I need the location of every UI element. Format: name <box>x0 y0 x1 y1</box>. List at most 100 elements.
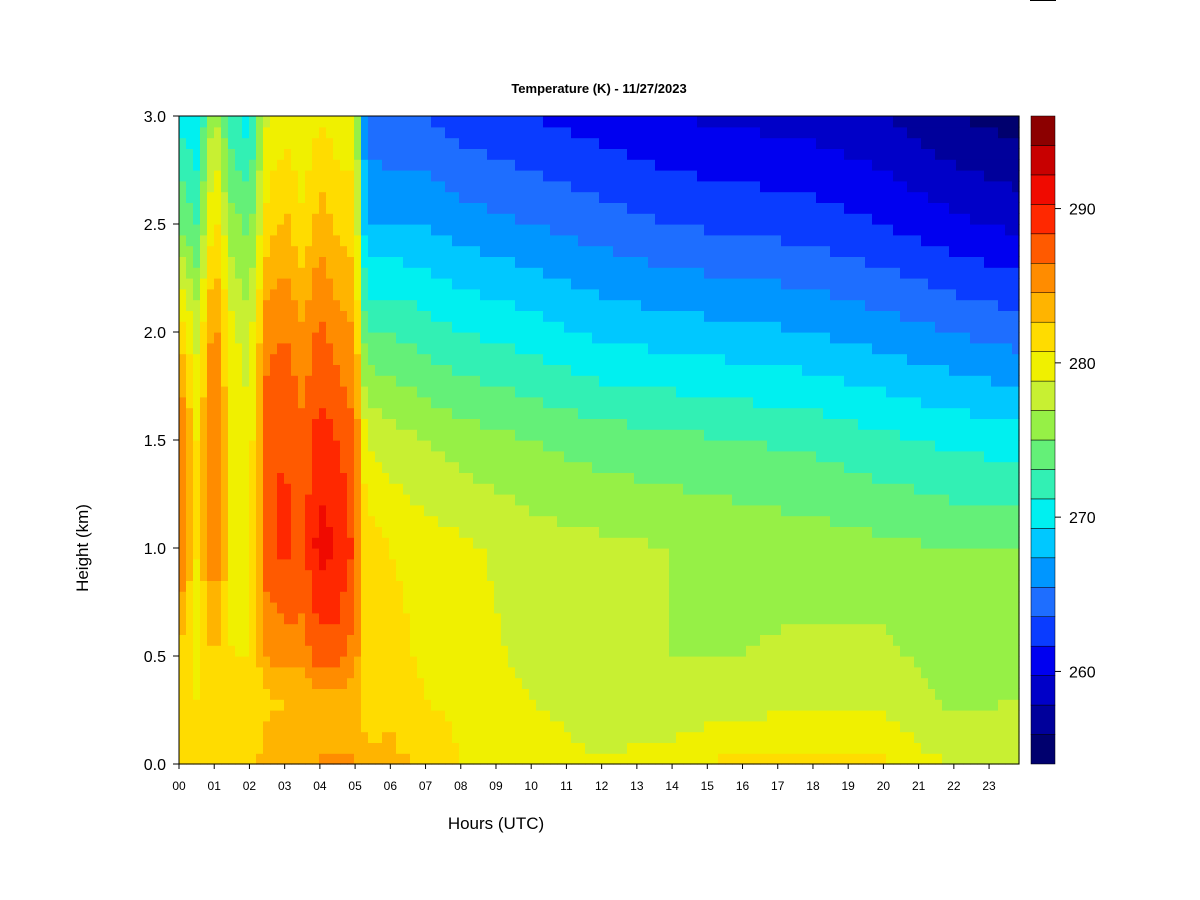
heatmap-cell <box>739 375 747 387</box>
heatmap-cell <box>522 634 530 646</box>
heatmap-cell <box>333 418 341 430</box>
heatmap-cell <box>207 375 215 387</box>
heatmap-cell <box>487 666 495 679</box>
heatmap-cell <box>200 645 208 657</box>
heatmap-cell <box>606 267 614 279</box>
heatmap-cell <box>620 699 628 711</box>
heatmap-cell <box>396 342 404 355</box>
heatmap-cell <box>690 558 698 571</box>
heatmap-cell <box>564 483 572 495</box>
heatmap-cell <box>403 742 411 754</box>
heatmap-cell <box>459 116 467 128</box>
heatmap-cell <box>571 386 579 398</box>
heatmap-cell <box>732 623 740 635</box>
heatmap-cell <box>214 526 222 538</box>
heatmap-cell <box>536 375 544 387</box>
heatmap-cell <box>494 548 502 560</box>
heatmap-cell <box>214 677 222 689</box>
heatmap-cell <box>529 580 537 592</box>
heatmap-cell <box>277 558 285 571</box>
heatmap-cell <box>606 710 614 722</box>
heatmap-cell <box>214 396 222 409</box>
heatmap-cell <box>697 753 705 765</box>
heatmap-cell <box>445 580 453 592</box>
heatmap-cell <box>256 148 264 160</box>
heatmap-cell <box>669 364 677 376</box>
heatmap-cell <box>732 688 740 700</box>
heatmap-cell <box>627 450 635 463</box>
heatmap-cell <box>529 548 537 560</box>
heatmap-cell <box>718 494 726 506</box>
heatmap-cell <box>319 126 327 139</box>
heatmap-cell <box>347 591 355 603</box>
heatmap-cell <box>305 742 313 754</box>
heatmap-cell <box>550 310 558 322</box>
heatmap-cell <box>501 245 509 257</box>
heatmap-cell <box>228 612 236 625</box>
heatmap-cell <box>746 278 754 290</box>
heatmap-cell <box>291 591 299 603</box>
heatmap-cell <box>543 191 551 203</box>
heatmap-cell <box>655 537 663 549</box>
heatmap-cell <box>431 299 439 311</box>
heatmap-cell <box>543 429 551 441</box>
heatmap-cell <box>697 137 705 149</box>
heatmap-cell <box>494 688 502 700</box>
heatmap-cell <box>473 245 481 257</box>
heatmap-cell <box>228 645 236 657</box>
heatmap-cell <box>389 461 397 473</box>
heatmap-cell <box>501 677 509 689</box>
heatmap-cell <box>732 569 740 581</box>
heatmap-cell <box>340 116 348 128</box>
heatmap-cell <box>361 666 369 679</box>
heatmap-cell <box>193 720 201 733</box>
heatmap-cell <box>333 256 341 268</box>
heatmap-cell <box>368 688 376 700</box>
heatmap-cell <box>697 537 705 549</box>
heatmap-cell <box>662 126 670 139</box>
heatmap-cell <box>368 515 376 527</box>
heatmap-cell <box>256 753 264 765</box>
heatmap-cell <box>242 299 250 311</box>
heatmap-cell <box>179 213 187 225</box>
heatmap-cell <box>382 483 390 495</box>
heatmap-cell <box>396 310 404 322</box>
heatmap-cell <box>669 267 677 279</box>
heatmap-cell <box>543 472 551 484</box>
heatmap-cell <box>487 450 495 463</box>
heatmap-cell <box>221 677 229 689</box>
heatmap-cell <box>305 472 313 484</box>
heatmap-cell <box>739 256 747 268</box>
heatmap-cell <box>305 256 313 268</box>
heatmap-cell <box>760 602 768 614</box>
heatmap-cell <box>291 731 299 743</box>
heatmap-cell <box>466 569 474 581</box>
heatmap-cell <box>298 504 306 517</box>
heatmap-cell <box>333 332 341 344</box>
heatmap-cell <box>242 634 250 646</box>
heatmap-cell <box>592 321 600 333</box>
heatmap-cell <box>718 202 726 214</box>
heatmap-cell <box>200 623 208 635</box>
heatmap-cell <box>613 494 621 506</box>
heatmap-cell <box>270 202 278 214</box>
heatmap-cell <box>522 396 530 409</box>
heatmap-cell <box>634 170 642 182</box>
heatmap-cell <box>564 656 572 668</box>
heatmap-cell <box>606 386 614 398</box>
heatmap-cell <box>669 299 677 311</box>
heatmap-cell <box>256 720 264 733</box>
heatmap-cell <box>382 731 390 743</box>
heatmap-cell <box>263 288 271 301</box>
heatmap-cell <box>732 450 740 463</box>
heatmap-cell <box>564 353 572 365</box>
heatmap-cell <box>704 116 712 128</box>
heatmap-cell <box>655 234 663 247</box>
heatmap-cell <box>368 440 376 452</box>
heatmap-cell <box>606 245 614 257</box>
heatmap-cell <box>648 472 656 484</box>
heatmap-cell <box>550 180 558 193</box>
heatmap-cell <box>592 440 600 452</box>
heatmap-cell <box>620 245 628 257</box>
heatmap-cell <box>319 407 327 419</box>
